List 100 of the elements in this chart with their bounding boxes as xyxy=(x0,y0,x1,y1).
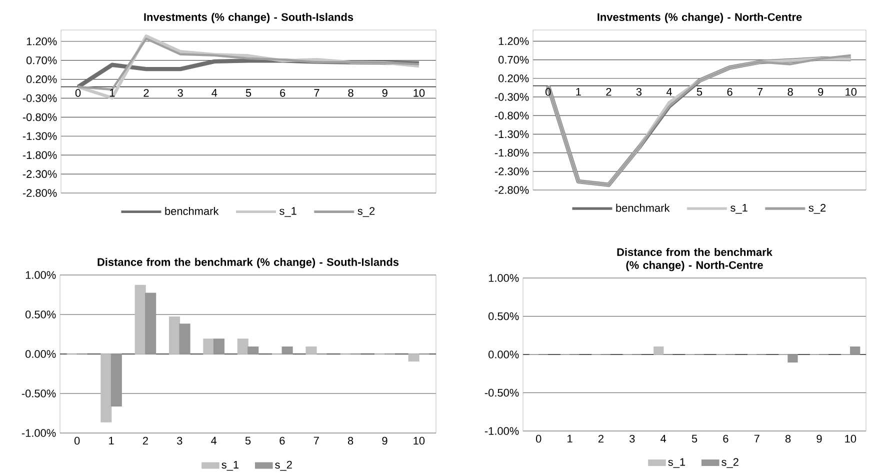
bar xyxy=(213,338,224,354)
bar xyxy=(237,338,248,354)
x-tick-label: 2 xyxy=(606,88,612,96)
y-tick-label: -1.80% xyxy=(494,148,529,157)
bar xyxy=(168,316,180,354)
x-tick-label: 3 xyxy=(177,436,182,445)
y-tick-label: -2.80% xyxy=(494,186,529,194)
legend-label: s_1 xyxy=(222,460,238,471)
y-tick-label: 0.20% xyxy=(26,75,57,84)
bar xyxy=(110,354,122,407)
legend-label: benchmark xyxy=(616,204,670,212)
y-tick-label: 1.20% xyxy=(26,38,57,46)
legend-label: s_2 xyxy=(358,207,375,217)
x-tick-label: 1 xyxy=(110,89,115,97)
x-tick-label: 10 xyxy=(414,436,425,445)
x-tick-label: 0 xyxy=(75,89,81,97)
x-tick-label: 5 xyxy=(696,88,702,96)
y-tick-label: -2.30% xyxy=(22,170,57,178)
y-tick-label: -1.00% xyxy=(22,429,56,437)
line-series xyxy=(76,38,420,91)
x-tick-label: 5 xyxy=(245,436,251,444)
x-tick-label: 1 xyxy=(109,436,114,444)
y-tick-label: 0.50% xyxy=(488,312,519,320)
x-tick-label: 7 xyxy=(314,436,319,444)
x-tick-label: 9 xyxy=(382,436,388,445)
legend-label: benchmark xyxy=(165,206,219,216)
y-tick-label: 0.00% xyxy=(488,350,519,358)
x-tick-label: 3 xyxy=(636,88,642,96)
y-tick-label: 0.50% xyxy=(25,310,56,318)
x-tick-label: 5 xyxy=(692,434,698,442)
x-tick-label: 6 xyxy=(723,434,728,443)
y-tick-label: -0.80% xyxy=(494,112,529,120)
x-tick-label: 10 xyxy=(845,434,856,443)
x-tick-label: 4 xyxy=(212,89,218,97)
y-tick-label: -2.80% xyxy=(22,189,57,197)
x-tick-label: 3 xyxy=(178,89,183,97)
y-tick-label: -0.80% xyxy=(22,113,57,122)
legend-label: s_1 xyxy=(668,458,686,468)
x-tick-label: 4 xyxy=(660,434,666,442)
y-tick-label: -1.00% xyxy=(484,427,519,435)
x-tick-label: 10 xyxy=(846,88,857,96)
y-tick-label: -1.30% xyxy=(22,132,57,140)
y-tick-label: 1.20% xyxy=(498,37,529,46)
chart-title: Distance from the benchmark (% change) - South-Islands xyxy=(98,258,399,268)
x-tick-label: 4 xyxy=(211,436,217,444)
x-tick-label: 1 xyxy=(568,434,572,442)
y-tick-label: -0.30% xyxy=(22,94,57,102)
x-tick-label: 9 xyxy=(818,88,824,96)
bar xyxy=(203,338,214,354)
x-tick-label: 7 xyxy=(314,89,320,97)
x-tick-label: 8 xyxy=(348,436,354,445)
chart-title: Investments (% change) - North-Centre xyxy=(598,12,802,24)
y-tick-label: -1.80% xyxy=(22,151,57,159)
x-tick-label: 6 xyxy=(280,89,286,97)
y-tick-label: 0.70% xyxy=(498,56,529,64)
x-tick-label: 10 xyxy=(414,89,425,97)
y-tick-label: 0.70% xyxy=(26,56,57,64)
legend-label: s_1 xyxy=(730,204,748,214)
y-tick-label: -0.50% xyxy=(484,388,519,397)
bar xyxy=(306,346,317,354)
x-tick-label: 6 xyxy=(280,436,285,445)
y-tick-label: 0.00% xyxy=(25,350,56,358)
y-tick-label: -2.30% xyxy=(494,168,529,176)
chart-title: Investments (% change) - South-Islands xyxy=(144,12,354,24)
legend-label: s_2 xyxy=(275,460,292,471)
bar xyxy=(100,354,112,422)
x-tick-label: 0 xyxy=(74,436,80,445)
y-tick-label: -0.50% xyxy=(22,390,56,398)
x-tick-label: 8 xyxy=(348,89,354,97)
bar xyxy=(134,284,146,354)
x-tick-label: 9 xyxy=(382,89,388,97)
x-tick-label: 5 xyxy=(246,89,252,97)
legend-label: s_1 xyxy=(280,207,296,217)
x-tick-label: 8 xyxy=(788,88,793,96)
x-tick-label: 0 xyxy=(536,434,542,443)
legend-label: s_2 xyxy=(722,458,738,468)
bar xyxy=(408,354,420,362)
legend-label: s_2 xyxy=(808,204,826,214)
x-tick-label: 3 xyxy=(630,434,635,443)
x-tick-label: 2 xyxy=(598,434,604,443)
x-tick-label: 0 xyxy=(546,88,551,96)
x-tick-label: 2 xyxy=(142,436,148,445)
x-tick-label: 7 xyxy=(754,434,760,442)
y-tick-label: -1.30% xyxy=(494,130,529,138)
bar xyxy=(145,292,156,354)
bar xyxy=(282,346,293,354)
x-tick-label: 6 xyxy=(727,88,732,96)
x-tick-label: 7 xyxy=(758,88,763,96)
y-tick-label: -0.30% xyxy=(494,93,529,101)
x-tick-label: 4 xyxy=(666,88,672,96)
y-tick-label: 1.00% xyxy=(488,274,519,282)
y-tick-label: 0.20% xyxy=(498,74,529,82)
x-tick-label: 9 xyxy=(816,434,822,443)
x-tick-label: 1 xyxy=(576,88,581,96)
bar xyxy=(179,324,190,354)
x-tick-label: 2 xyxy=(144,89,149,97)
bar xyxy=(248,346,259,354)
y-tick-label: 1.00% xyxy=(26,271,56,279)
x-tick-label: 8 xyxy=(785,434,791,443)
chart-title: Distance from the benchmark (% change) - North-Centre xyxy=(617,248,772,272)
